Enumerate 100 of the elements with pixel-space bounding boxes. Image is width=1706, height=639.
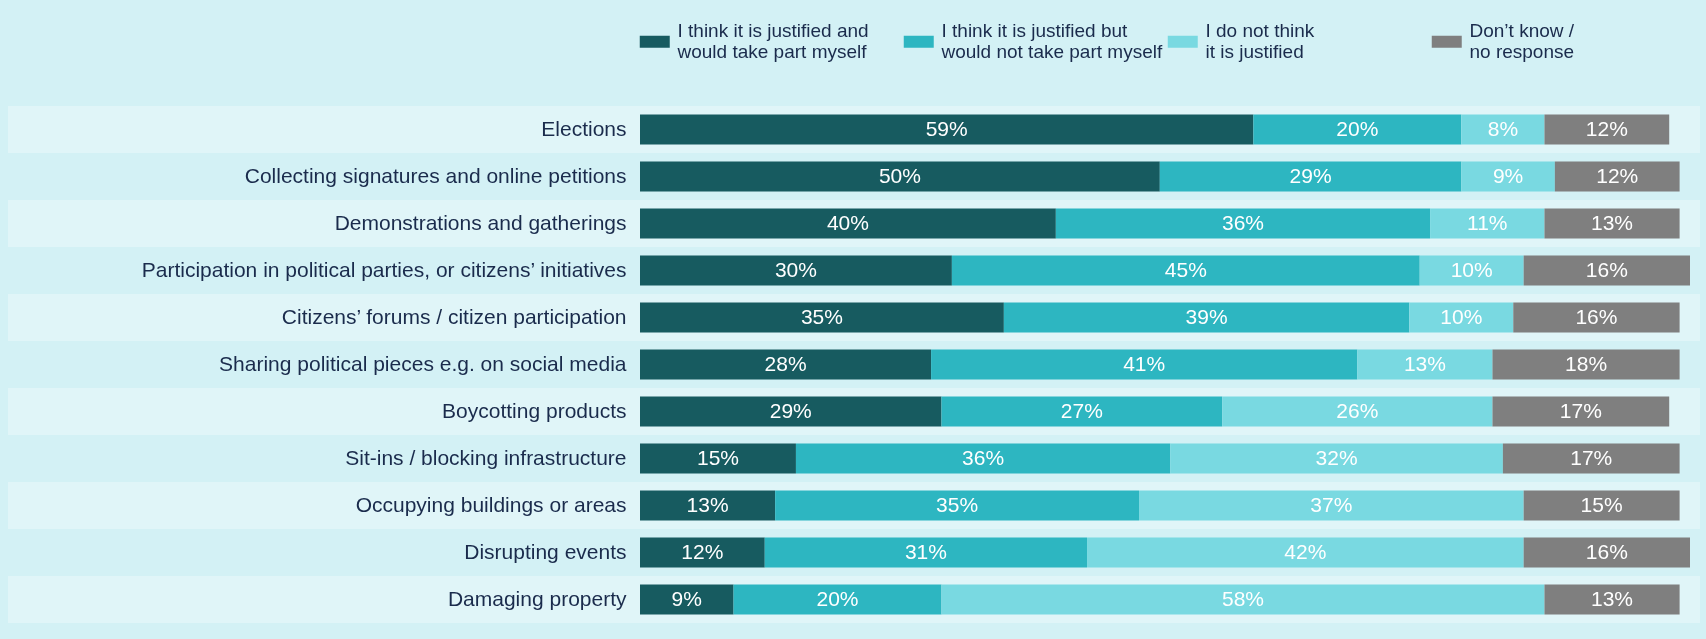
- data-label: 8%: [1487, 116, 1519, 140]
- bar: [1461, 114, 1545, 145]
- legend-label: Don’t know / no response: [1469, 19, 1575, 62]
- legend-label: I think it is justified and would take part myself: [676, 19, 869, 62]
- data-label: 10%: [1450, 257, 1493, 281]
- data-label: 59%: [925, 116, 968, 140]
- bar: [1430, 208, 1545, 239]
- data-label: 13%: [686, 492, 729, 516]
- data-label: 13%: [1403, 351, 1446, 375]
- bar: [1461, 161, 1555, 192]
- data-label: 26%: [1336, 398, 1379, 422]
- data-label: 16%: [1585, 539, 1628, 563]
- data-label: 13%: [1591, 586, 1634, 610]
- data-label: 11%: [1467, 210, 1508, 234]
- bar: [1170, 443, 1503, 474]
- bar: [764, 537, 1088, 568]
- data-label: 32%: [1315, 445, 1358, 469]
- data-label: 15%: [696, 445, 739, 469]
- bar: [1554, 161, 1680, 192]
- data-label: 28%: [764, 351, 807, 375]
- bar: [1139, 490, 1524, 521]
- bar: [1159, 161, 1462, 192]
- data-label: 12%: [681, 539, 724, 563]
- y-tick-label: Participation in political parties, or citizens’ initiatives: [141, 257, 627, 281]
- bar: [951, 255, 1420, 286]
- data-label: 40%: [826, 210, 869, 234]
- y-tick-label: Boycotting products: [442, 398, 627, 422]
- data-label: 16%: [1585, 257, 1628, 281]
- bar: [1502, 443, 1680, 474]
- data-label: 18%: [1565, 351, 1608, 375]
- data-label: 13%: [1591, 210, 1634, 234]
- bar: [931, 349, 1358, 380]
- y-tick-label: Elections: [541, 116, 627, 140]
- y-tick-label: Citizens’ forums / citizen participation: [281, 304, 627, 328]
- data-label: 20%: [816, 586, 859, 610]
- legend-label: I think it is justified but would not take part myself: [940, 19, 1163, 62]
- y-tick-label: Damaging property: [447, 586, 627, 610]
- bar: [1492, 349, 1680, 380]
- data-label: 29%: [769, 398, 812, 422]
- legend-label: I do not think it is justified: [1205, 19, 1315, 62]
- bar: [1419, 255, 1524, 286]
- y-tick-label: Collecting signatures and online petitions: [244, 163, 627, 187]
- bar: [1253, 114, 1462, 145]
- bar: [1523, 537, 1690, 568]
- data-label: 35%: [936, 492, 979, 516]
- data-label: 16%: [1575, 304, 1618, 328]
- y-tick-label: Demonstrations and gatherings: [334, 210, 627, 234]
- bar: [640, 208, 1056, 239]
- data-label: 45%: [1164, 257, 1207, 281]
- data-label: 31%: [904, 539, 947, 563]
- bar: [1357, 349, 1493, 380]
- bar: [733, 584, 942, 615]
- data-label: 36%: [1221, 210, 1264, 234]
- data-label: 9%: [671, 586, 702, 610]
- bar: [1492, 396, 1670, 427]
- y-tick-label: Occupying buildings or areas: [355, 492, 627, 516]
- bar: [1513, 302, 1680, 333]
- bar: [640, 114, 1254, 145]
- data-label: 39%: [1185, 304, 1228, 328]
- bar: [775, 490, 1140, 521]
- y-tick-label: Sit-ins / blocking infrastructure: [345, 445, 627, 469]
- bar: [640, 396, 942, 427]
- data-label: 50%: [878, 163, 921, 187]
- bar: [1544, 114, 1670, 145]
- y-tick-label: Sharing political pieces e.g. on social media: [219, 351, 627, 375]
- bar: [640, 349, 932, 380]
- bar: [640, 584, 734, 615]
- bar: [1523, 255, 1690, 286]
- bar: [941, 584, 1545, 615]
- data-label: 35%: [800, 304, 843, 328]
- bar: [640, 255, 952, 286]
- data-label: 30%: [774, 257, 817, 281]
- bar: [941, 396, 1223, 427]
- data-label: 36%: [962, 445, 1005, 469]
- bar: [640, 302, 1004, 333]
- bar: [1055, 208, 1431, 239]
- data-label: 41%: [1123, 351, 1166, 375]
- data-label: 20%: [1336, 116, 1379, 140]
- data-label: 37%: [1310, 492, 1353, 516]
- bar: [1523, 490, 1680, 521]
- bar: [1222, 396, 1493, 427]
- y-tick-label: Disrupting events: [464, 539, 627, 563]
- data-label: 58%: [1221, 586, 1264, 610]
- bar: [795, 443, 1171, 474]
- bar: [640, 537, 765, 568]
- bar: [640, 161, 1160, 192]
- data-label: 10%: [1440, 304, 1483, 328]
- bar: [1003, 302, 1410, 333]
- bar: [1544, 584, 1680, 615]
- data-label: 17%: [1570, 445, 1613, 469]
- data-label: 9%: [1492, 163, 1524, 187]
- data-label: 15%: [1580, 492, 1623, 516]
- bar: [1087, 537, 1524, 568]
- bar: [640, 443, 796, 474]
- data-label: 27%: [1060, 398, 1103, 422]
- data-label: 12%: [1585, 116, 1628, 140]
- data-label: 12%: [1596, 163, 1639, 187]
- bar: [1544, 208, 1680, 239]
- data-label: 29%: [1289, 163, 1332, 187]
- bar: [1409, 302, 1514, 333]
